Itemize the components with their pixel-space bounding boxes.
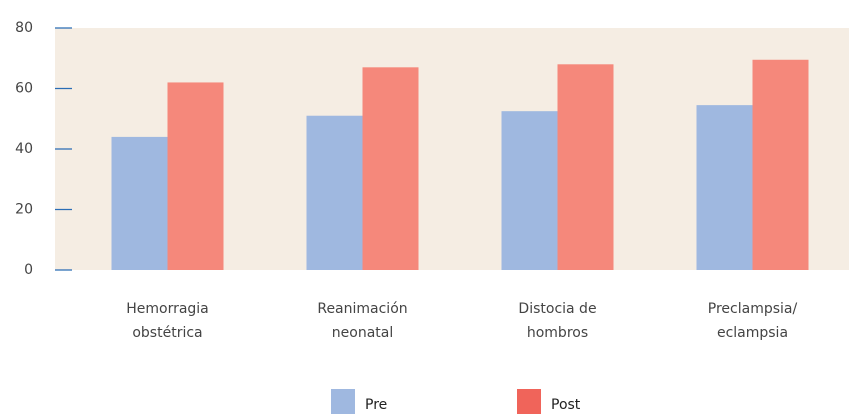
bar (306, 115, 363, 270)
bar (111, 136, 168, 270)
bar (167, 82, 224, 270)
legend-swatch (517, 389, 541, 414)
bar (752, 59, 809, 271)
x-tick-label: neonatal (332, 325, 393, 341)
legend-swatch (331, 389, 355, 414)
bar (696, 105, 753, 270)
x-tick-label: Distocia de (518, 301, 596, 317)
x-tick-label: Preclampsia/ (708, 301, 798, 317)
x-tick-label: hombros (527, 325, 588, 341)
x-tick-label: eclampsia (717, 325, 788, 341)
y-tick-label: 40 (15, 141, 33, 157)
x-tick-label: obstétrica (132, 325, 202, 341)
y-tick-label: 60 (15, 81, 33, 97)
legend-label: Pre (365, 397, 387, 413)
y-tick-label: 20 (15, 202, 33, 218)
bar (501, 111, 558, 270)
x-tick-label: Hemorragia (126, 301, 209, 317)
y-tick-label: 80 (15, 20, 33, 36)
bar (557, 64, 614, 270)
bar (362, 67, 419, 270)
y-tick-label: 0 (24, 262, 33, 278)
legend-label: Post (551, 397, 581, 413)
x-tick-label: Reanimación (317, 301, 407, 317)
